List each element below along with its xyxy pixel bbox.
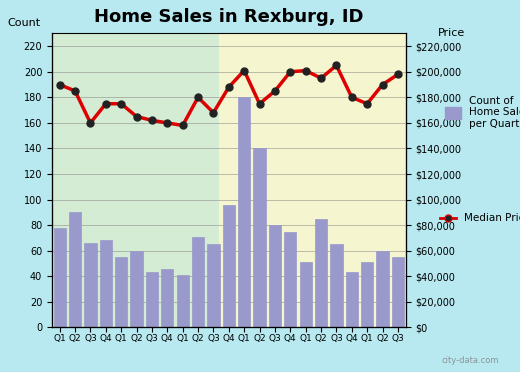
Bar — [315, 219, 327, 327]
Bar — [52, 33, 219, 327]
Y-axis label: Count: Count — [7, 17, 40, 28]
Bar — [84, 243, 97, 327]
Bar — [223, 205, 235, 327]
Bar — [392, 257, 404, 327]
Y-axis label: Price: Price — [438, 28, 465, 38]
Legend: Median Price: Median Price — [436, 209, 520, 227]
Bar — [361, 262, 373, 327]
Bar — [146, 272, 158, 327]
Bar — [176, 275, 189, 327]
Bar — [54, 228, 66, 327]
Text: city-data.com: city-data.com — [441, 356, 499, 365]
Bar — [284, 231, 296, 327]
Bar — [131, 251, 142, 327]
Bar — [346, 272, 358, 327]
Bar — [300, 262, 312, 327]
Bar — [115, 257, 127, 327]
Bar — [100, 240, 112, 327]
Bar — [330, 244, 343, 327]
Bar — [238, 97, 250, 327]
Bar — [253, 148, 266, 327]
Bar — [376, 251, 388, 327]
Bar — [69, 212, 81, 327]
Bar — [52, 33, 406, 327]
Title: Home Sales in Rexburg, ID: Home Sales in Rexburg, ID — [94, 8, 363, 26]
Bar — [192, 237, 204, 327]
Bar — [161, 269, 174, 327]
Bar — [207, 244, 219, 327]
Bar — [269, 225, 281, 327]
